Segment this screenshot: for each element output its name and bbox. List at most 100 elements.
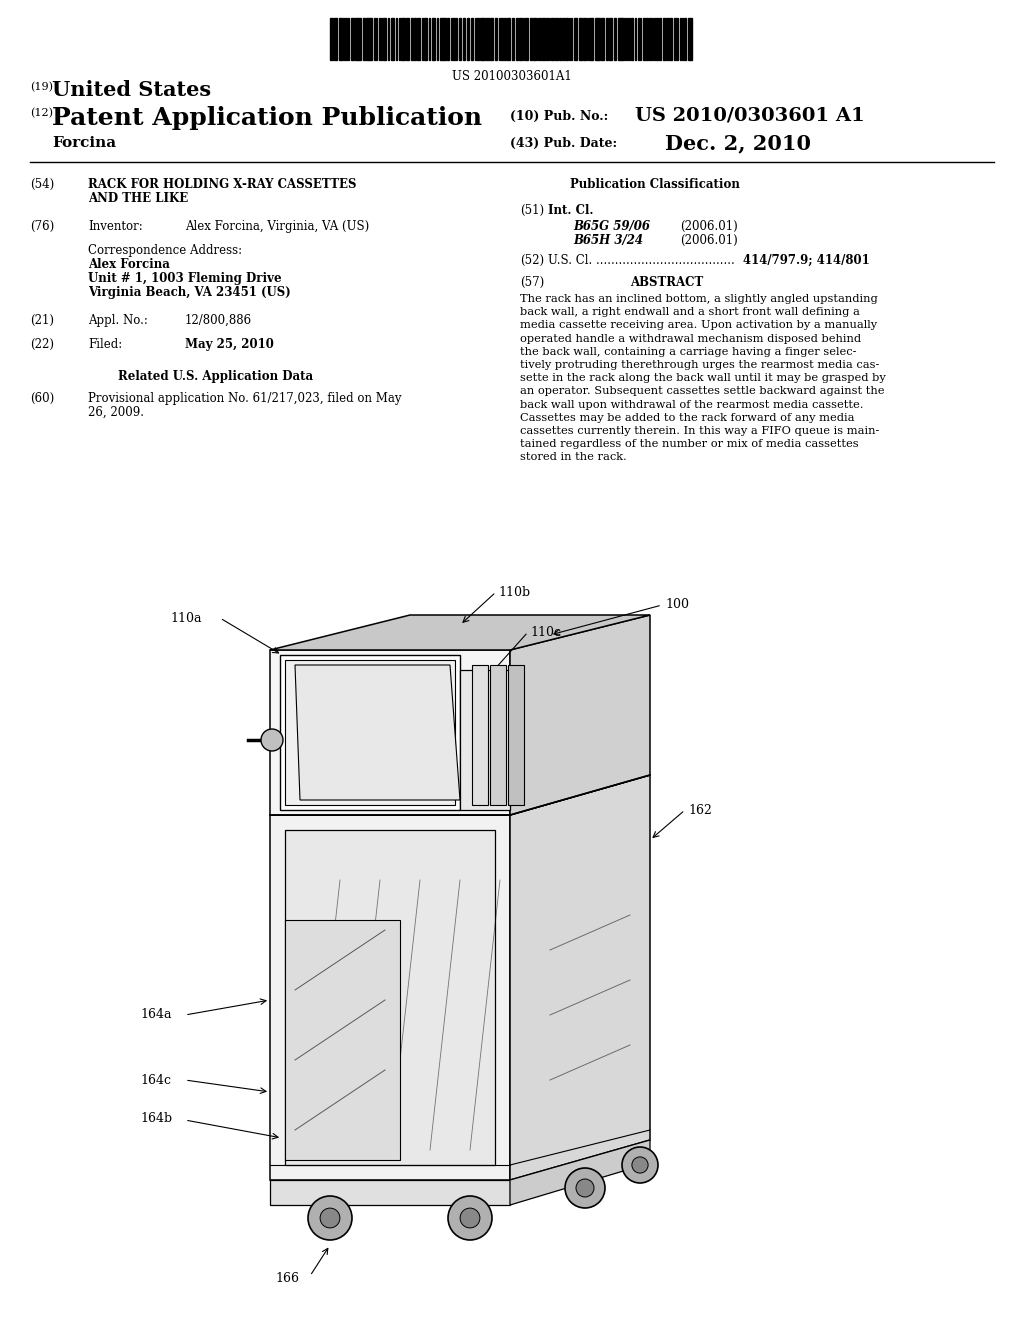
Bar [601,18,604,59]
Bar [459,18,461,59]
Text: U.S. Cl. .....................................: U.S. Cl. ...............................… [548,253,735,267]
Polygon shape [510,775,650,1180]
Polygon shape [490,665,506,805]
Text: Alex Forcina, Virginia, VA (US): Alex Forcina, Virginia, VA (US) [185,220,370,234]
Bar [551,18,554,59]
Text: Forcina: Forcina [52,136,116,150]
Text: the back wall, containing a carriage having a finger selec-: the back wall, containing a carriage hav… [520,347,856,356]
Bar [467,18,469,59]
Text: 26, 2009.: 26, 2009. [88,407,144,418]
Bar [674,18,676,59]
Bar [504,18,506,59]
Bar [330,18,333,59]
Bar [589,18,592,59]
Text: (2006.01): (2006.01) [680,234,737,247]
Text: 164a: 164a [140,1008,171,1022]
Bar [495,18,497,59]
Text: an operator. Subsequent cassettes settle backward against the: an operator. Subsequent cassettes settle… [520,387,885,396]
Text: Cassettes may be added to the rack forward of any media: Cassettes may be added to the rack forwa… [520,413,854,422]
Bar [609,18,611,59]
Polygon shape [285,920,400,1160]
Text: Inventor:: Inventor: [88,220,142,234]
Text: Related U.S. Application Data: Related U.S. Application Data [118,370,313,383]
Bar [559,18,561,59]
Polygon shape [285,660,455,805]
Bar [525,18,528,59]
Text: (19): (19) [30,82,53,92]
Text: United States: United States [52,81,211,100]
Bar [606,18,608,59]
Text: Unit # 1, 1003 Fleming Drive: Unit # 1, 1003 Fleming Drive [88,272,282,285]
Bar [643,18,645,59]
Circle shape [460,1208,480,1228]
Bar [476,18,479,59]
Bar [579,18,582,59]
Circle shape [622,1147,658,1183]
Polygon shape [280,655,460,810]
Text: 166: 166 [275,1271,299,1284]
Bar [411,18,413,59]
Bar [690,18,691,59]
Bar [351,18,354,59]
Bar [648,18,651,59]
Text: US 2010/0303601 A1: US 2010/0303601 A1 [635,106,864,124]
Polygon shape [510,1140,650,1205]
Bar [682,18,683,59]
Circle shape [575,1179,594,1197]
Circle shape [632,1156,648,1173]
Bar [687,18,689,59]
Bar [451,18,452,59]
Text: sette in the rack along the back wall until it may be grasped by: sette in the rack along the back wall un… [520,374,886,383]
Bar [456,18,457,59]
Text: Publication Classification: Publication Classification [570,178,740,191]
Bar [339,18,341,59]
Bar [440,18,442,59]
Bar [570,18,572,59]
Text: 110a: 110a [170,611,202,624]
Polygon shape [295,665,460,800]
Bar [436,18,438,59]
Bar [482,18,484,59]
Bar [631,18,633,59]
Circle shape [449,1196,492,1239]
Text: May 25, 2010: May 25, 2010 [185,338,273,351]
Bar [334,18,337,59]
Bar [432,18,434,59]
Text: 12/800,886: 12/800,886 [185,314,252,327]
Bar [354,18,357,59]
Bar [406,18,409,59]
Text: Provisional application No. 61/217,023, filed on May: Provisional application No. 61/217,023, … [88,392,401,405]
Bar [480,18,481,59]
Bar [443,18,445,59]
Text: (21): (21) [30,314,54,327]
Bar [402,18,406,59]
Text: (51): (51) [520,205,544,216]
Text: 100: 100 [665,598,689,611]
Bar [534,18,536,59]
Bar [446,18,449,59]
Circle shape [565,1168,605,1208]
Circle shape [261,729,283,751]
Bar [583,18,586,59]
Text: ABSTRACT: ABSTRACT [630,276,703,289]
Bar [546,18,548,59]
Bar [344,18,346,59]
Text: Int. Cl.: Int. Cl. [548,205,594,216]
Bar [369,18,372,59]
Bar [635,18,636,59]
Polygon shape [510,615,650,814]
Bar [666,18,668,59]
Polygon shape [270,649,510,814]
Text: Filed:: Filed: [88,338,122,351]
Text: tained regardless of the number or mix of media cassettes: tained regardless of the number or mix o… [520,440,859,449]
Polygon shape [270,775,650,814]
Text: AND THE LIKE: AND THE LIKE [88,191,188,205]
Text: (43) Pub. Date:: (43) Pub. Date: [510,137,617,150]
Bar [656,18,657,59]
Text: 164b: 164b [140,1111,172,1125]
Bar [501,18,503,59]
Text: 110b: 110b [498,586,530,598]
Bar [387,18,389,59]
Text: (10) Pub. No.:: (10) Pub. No.: [510,110,608,123]
Bar [617,18,621,59]
